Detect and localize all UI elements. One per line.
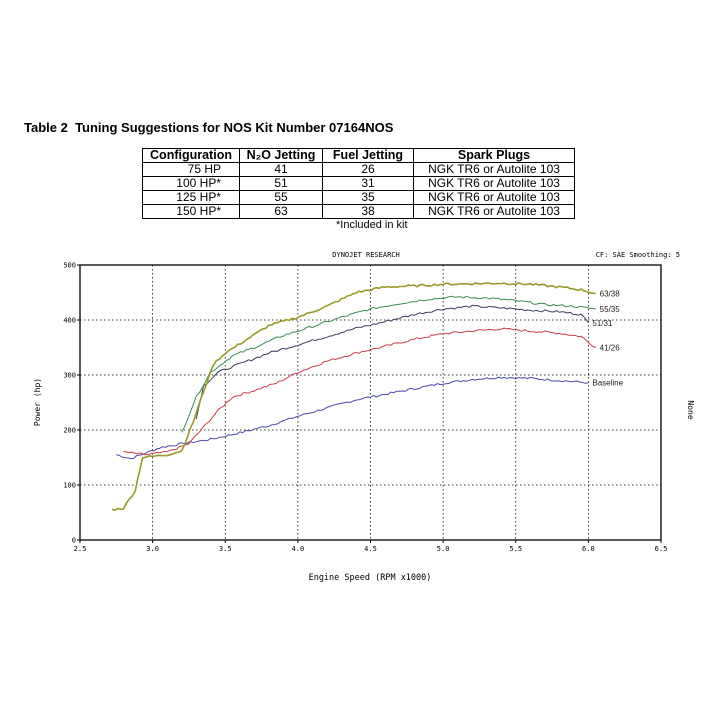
- x-tick-label: 3.5: [219, 545, 232, 553]
- y-tick-label: 500: [63, 262, 76, 270]
- series-label-63-38: 63/38: [600, 290, 621, 299]
- cell-spark-plugs: NGK TR6 or Autolite 103: [413, 190, 575, 205]
- cell-n2o-jetting: 55: [239, 190, 323, 205]
- chart-header-center: DYNOJET RESEARCH: [332, 251, 399, 259]
- cell-configuration: 75 HP: [142, 162, 240, 177]
- x-tick-label: 2.5: [74, 545, 87, 553]
- col-header-fuel-jetting: Fuel Jetting: [322, 148, 414, 163]
- y-tick-label: 200: [63, 427, 76, 435]
- series-line-55-35: [181, 295, 596, 433]
- table-header-row: Configuration N₂O Jetting Fuel Jetting S…: [142, 148, 575, 163]
- series-label-41-26: 41/26: [600, 344, 621, 353]
- table-number: Table 2: [24, 120, 68, 135]
- x-tick-label: 5.0: [437, 545, 450, 553]
- x-axis-label: Engine Speed (RPM x1000): [309, 573, 432, 583]
- series-lines: [111, 281, 596, 512]
- series-line-63-38: [111, 281, 596, 512]
- x-tick-label: 6.0: [582, 545, 595, 553]
- cell-fuel-jetting: 31: [322, 176, 414, 191]
- series-line-51-31: [195, 304, 589, 420]
- cell-configuration: 100 HP*: [142, 176, 240, 191]
- y-tick-label: 0: [72, 537, 76, 545]
- y-tick-label: 400: [63, 317, 76, 325]
- cell-spark-plugs: NGK TR6 or Autolite 103: [413, 204, 575, 219]
- cell-n2o-jetting: 51: [239, 176, 323, 191]
- table-row: 75 HP 41 26 NGK TR6 or Autolite 103: [142, 162, 575, 177]
- y-axis-label: Power (hp): [33, 378, 42, 426]
- chart-header-right: CF: SAE Smoothing: 5: [596, 251, 680, 259]
- axes: 2.5 3.0 3.5 4.0 4.5 5.0 5.5 6.0 6.5 0 100 200 300 400…: [63, 262, 667, 554]
- col-header-configuration: Configuration: [142, 148, 240, 163]
- series-label-baseline: Baseline: [592, 379, 623, 388]
- grid: [80, 265, 661, 540]
- cell-fuel-jetting: 35: [322, 190, 414, 205]
- y-tick-label: 100: [63, 482, 76, 490]
- col-header-n2o-jetting: N₂O Jetting: [239, 148, 323, 163]
- dyno-chart: 2.5 3.0 3.5 4.0 4.5 5.0 5.5 6.0 6.5 0 100 200 300 400…: [33, 251, 695, 583]
- cell-spark-plugs: NGK TR6 or Autolite 103: [413, 176, 575, 191]
- col-header-spark-plugs: Spark Plugs: [413, 148, 575, 163]
- x-tick-label: 5.5: [509, 545, 522, 553]
- y-tick-label: 300: [63, 372, 76, 380]
- cell-configuration: 150 HP*: [142, 204, 240, 219]
- side-label: None: [686, 400, 695, 419]
- cell-fuel-jetting: 26: [322, 162, 414, 177]
- series-label-51-31: 51/31: [592, 319, 613, 328]
- table-footnote: *Included in kit: [336, 219, 408, 231]
- x-tick-label: 4.0: [292, 545, 305, 553]
- cell-configuration: 125 HP*: [142, 190, 240, 205]
- table-row: 150 HP* 63 38 NGK TR6 or Autolite 103: [142, 204, 575, 219]
- series-line-41-26: [123, 327, 596, 456]
- table-row: 100 HP* 51 31 NGK TR6 or Autolite 103: [142, 176, 575, 191]
- series-labels: Baseline 41/26 51/31 55/35 63/38: [592, 290, 623, 388]
- cell-fuel-jetting: 38: [322, 204, 414, 219]
- tuning-table: Configuration N₂O Jetting Fuel Jetting S…: [142, 148, 575, 219]
- document-title: Table 2 Tuning Suggestions for NOS Kit N…: [24, 120, 393, 135]
- x-tick-label: 4.5: [364, 545, 377, 553]
- series-line-baseline: [116, 376, 589, 460]
- x-tick-label: 3.0: [146, 545, 159, 553]
- cell-spark-plugs: NGK TR6 or Autolite 103: [413, 162, 575, 177]
- table-caption: Tuning Suggestions for NOS Kit Number 07…: [75, 120, 394, 135]
- series-label-55-35: 55/35: [600, 305, 621, 314]
- table-row: 125 HP* 55 35 NGK TR6 or Autolite 103: [142, 190, 575, 205]
- cell-n2o-jetting: 41: [239, 162, 323, 177]
- x-tick-label: 6.5: [655, 545, 668, 553]
- cell-n2o-jetting: 63: [239, 204, 323, 219]
